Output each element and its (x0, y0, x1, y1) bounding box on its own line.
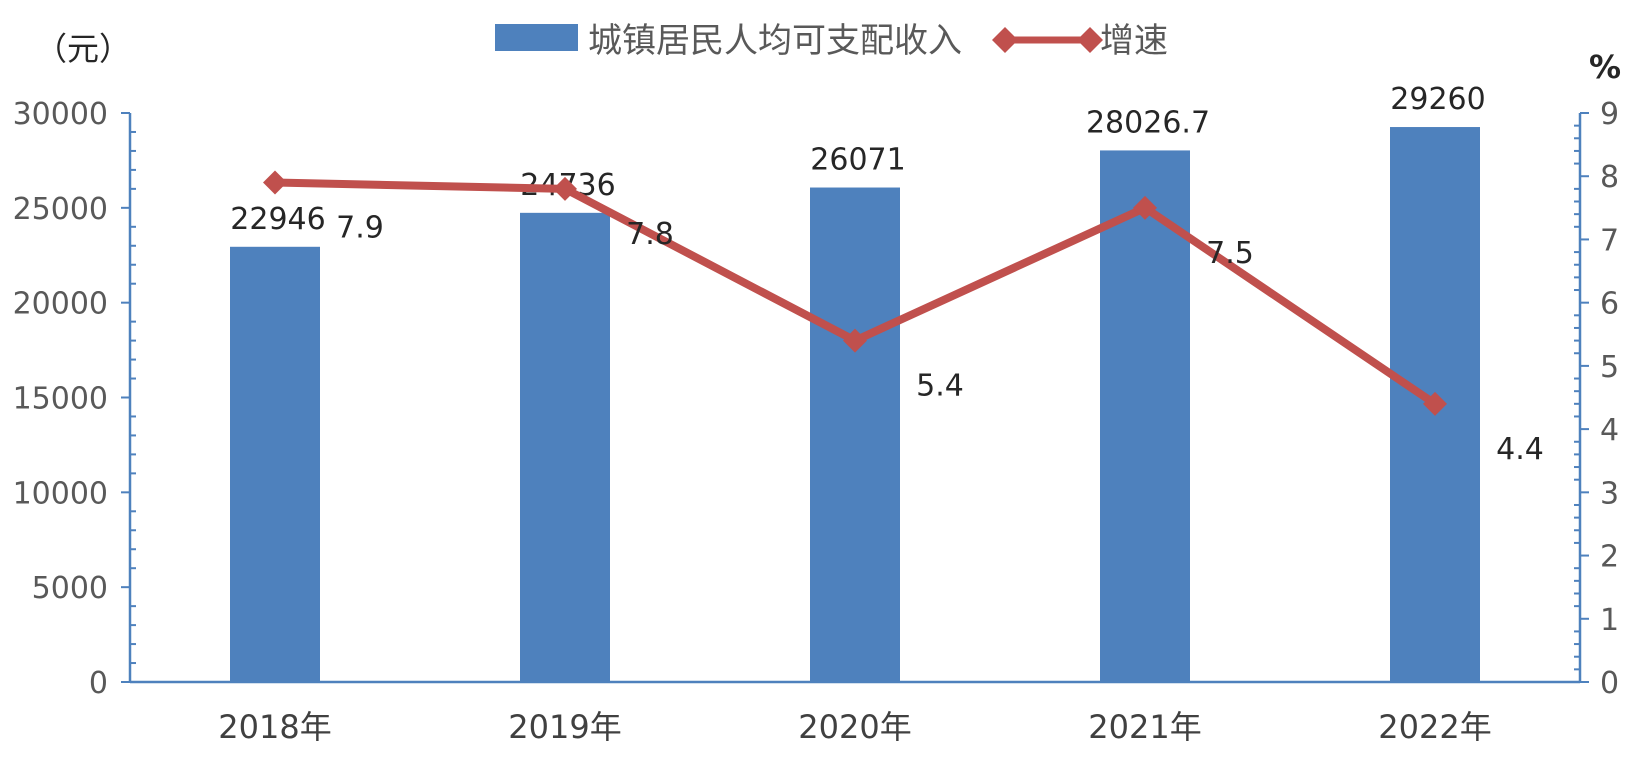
y-right-tick-label: 9 (1600, 97, 1619, 132)
line-marker (553, 176, 577, 201)
bar (810, 187, 900, 683)
y-right-tick-label: 6 (1600, 287, 1619, 322)
y-left-tick-label: 10000 (13, 476, 108, 511)
line-data-labels: 7.9 7.8 5.4 7.5 4.4 (336, 211, 1544, 467)
y-left-tick-label: 5000 (32, 571, 108, 606)
y-right-tick-label: 5 (1600, 350, 1619, 385)
bar-value-label: 26071 (810, 143, 905, 178)
line-marker (1133, 195, 1157, 220)
y-left-tick-label: 20000 (13, 287, 108, 322)
bar (230, 246, 320, 682)
bar (1100, 150, 1190, 682)
legend-label-line: 增速 (1100, 21, 1168, 61)
legend-swatch-bar (495, 24, 578, 51)
y-left-tick-label: 25000 (13, 192, 108, 227)
line-series (263, 170, 1447, 416)
y-left-tick-label: 15000 (13, 382, 108, 417)
x-tick-label: 2018年 (218, 708, 331, 746)
line-value-label: 7.9 (336, 211, 384, 246)
x-tick-label: 2019年 (508, 708, 621, 746)
y-right-tick-label: 4 (1600, 413, 1619, 448)
bar-series (230, 127, 1480, 683)
bar-value-label: 28026.7 (1086, 105, 1210, 140)
y-left-unit-label: （元） (35, 30, 131, 68)
y-left-tick-label: 30000 (13, 97, 108, 132)
y-right-tick-label: 0 (1600, 666, 1619, 701)
legend-marker (992, 27, 1018, 53)
y-right-tick-label: 2 (1600, 540, 1619, 575)
legend-marker (1077, 27, 1103, 53)
x-tick-label: 2021年 (1088, 708, 1201, 746)
bar-value-label: 22946 (230, 202, 325, 237)
x-tick-labels: 2018年 2019年 2020年 2021年 2022年 (218, 708, 1491, 746)
x-tick-label: 2022年 (1378, 708, 1491, 746)
line-marker (263, 170, 287, 195)
legend: 城镇居民人均可支配收入 增速 (495, 21, 1168, 61)
line-value-label: 4.4 (1496, 432, 1544, 467)
bar-value-label: 29260 (1390, 82, 1485, 117)
y-right-tick-label: 1 (1600, 603, 1619, 638)
y-right-ticks: 0 1 2 3 4 5 6 7 8 9 (1574, 97, 1619, 701)
legend-label-bar: 城镇居民人均可支配收入 (588, 21, 962, 61)
y-left-tick-label: 0 (89, 666, 108, 701)
line-value-label: 5.4 (916, 369, 964, 404)
line-value-label: 7.5 (1206, 236, 1254, 271)
line-value-label: 7.8 (626, 217, 674, 252)
bar (520, 212, 610, 683)
line-marker (1423, 391, 1447, 416)
y-left-ticks: 0 5000 10000 15000 20000 25000 30000 (13, 97, 136, 701)
y-right-tick-label: 8 (1600, 160, 1619, 195)
line-marker (843, 328, 867, 353)
y-right-unit-label: % (1589, 48, 1621, 86)
y-right-tick-label: 7 (1600, 223, 1619, 258)
x-tick-label: 2020年 (798, 708, 911, 746)
y-right-tick-label: 3 (1600, 476, 1619, 511)
